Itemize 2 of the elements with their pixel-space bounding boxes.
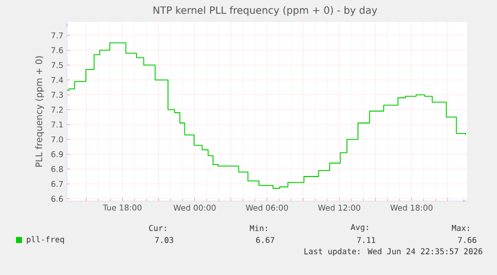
y-axis-title: PLL frequency (ppm + 0) (35, 56, 44, 167)
chart-title: NTP kernel PLL frequency (ppm + 0) - by day (154, 6, 378, 16)
